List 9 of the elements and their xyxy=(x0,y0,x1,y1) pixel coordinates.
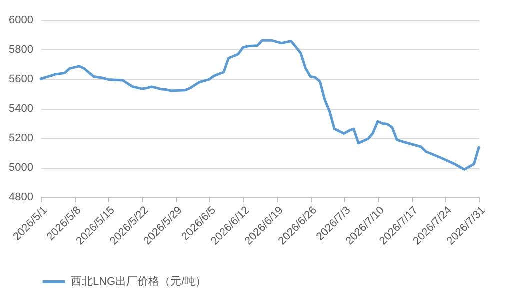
y-tick-label: 5200 xyxy=(9,132,34,144)
y-tick-label: 6000 xyxy=(9,14,34,26)
y-tick-label: 5000 xyxy=(9,162,34,174)
y-tick-label: 4800 xyxy=(9,192,34,204)
line-series xyxy=(40,39,480,171)
y-tick-label: 5600 xyxy=(9,74,34,86)
y-tick-label: 5400 xyxy=(9,103,34,115)
y-tick-label: 5800 xyxy=(9,44,34,56)
legend-label: 西北LNG出厂价格（元/吨） xyxy=(71,275,207,288)
